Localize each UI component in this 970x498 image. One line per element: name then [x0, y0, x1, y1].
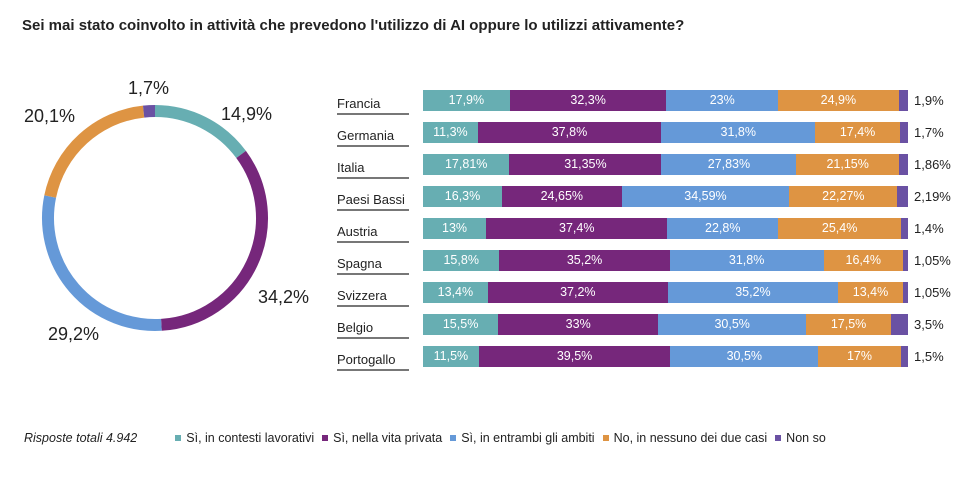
legend-label: Non so	[786, 431, 826, 445]
bar-segment: 17,4%	[815, 122, 900, 143]
bar-segment: 33%	[498, 314, 659, 335]
legend-item: Non so	[775, 431, 826, 445]
country-label: Germania	[337, 128, 409, 147]
legend-item: Sì, nella vita privata	[322, 431, 442, 445]
bar-value-label: 3,5%	[914, 317, 944, 332]
legend-swatch	[450, 435, 457, 441]
bar-segment: 31,8%	[661, 122, 816, 143]
bar-value-label: 1,86%	[914, 157, 951, 172]
chart-title: Sei mai stato coinvolto in attività che …	[22, 17, 685, 34]
donut-slice	[161, 150, 268, 331]
bar-segment: 24,9%	[778, 90, 899, 111]
legend-item: No, in nessuno dei due casi	[602, 431, 768, 445]
bar-segment: 13%	[423, 218, 487, 239]
bar-segment: 17,81%	[423, 154, 510, 175]
country-label: Paesi Bassi	[337, 192, 409, 211]
bar-segment	[891, 314, 908, 335]
bar-segment	[901, 218, 908, 239]
donut-label: 34,2%	[258, 287, 310, 307]
bar-value-label: 1,5%	[914, 349, 944, 364]
bar-segment: 25,4%	[778, 218, 902, 239]
bar-value-label: 1,9%	[914, 93, 944, 108]
bar-segment: 22,8%	[667, 218, 779, 239]
bar-segment: 24,65%	[502, 186, 622, 207]
bar-value-label: 1,05%	[914, 285, 951, 300]
bar-segment: 34,59%	[621, 186, 790, 207]
bar-segment: 11,5%	[423, 346, 479, 367]
country-label: Austria	[337, 224, 409, 243]
bar-segment: 11,3%	[423, 122, 478, 143]
legend-label: Sì, in entrambi gli ambiti	[461, 431, 595, 445]
bar-segment: 35,2%	[499, 250, 670, 271]
bar-segment: 37,4%	[486, 218, 668, 239]
legend-swatch	[175, 435, 182, 441]
bar-segment	[902, 282, 908, 303]
bar-value-label: 1,05%	[914, 253, 951, 268]
legend-label: Sì, in contesti lavorativi	[186, 431, 315, 445]
bar-segment: 13,4%	[838, 282, 903, 303]
bar-segment: 15,8%	[423, 250, 500, 271]
bar-segment: 39,5%	[478, 346, 671, 367]
donut-label: 29,2%	[48, 324, 100, 344]
bar-segment: 23%	[666, 90, 779, 111]
bar-segment: 17,9%	[423, 90, 510, 111]
bar-segment	[902, 250, 908, 271]
bar-segment: 27,83%	[661, 154, 797, 175]
legend-swatch	[775, 435, 782, 441]
bar-segment: 13,4%	[423, 282, 488, 303]
bar-segment: 17%	[818, 346, 901, 367]
bar-segment: 22,27%	[789, 186, 898, 207]
legend-swatch	[322, 435, 329, 441]
legend-label: Sì, nella vita privata	[333, 431, 443, 445]
legend-label: No, in nessuno dei due casi	[613, 431, 768, 445]
country-label: Belgio	[337, 320, 409, 339]
bar-segment: 16,3%	[423, 186, 503, 207]
bar-segment	[898, 154, 908, 175]
bar-segment: 35,2%	[667, 282, 839, 303]
bar-segment	[899, 122, 908, 143]
country-label: Italia	[337, 160, 409, 179]
legend-item: Sì, in contesti lavorativi	[175, 431, 314, 445]
total-responses: Risposte totali 4.942	[24, 431, 138, 445]
donut-slice	[42, 195, 162, 331]
bar-segment: 31,35%	[509, 154, 662, 175]
bar-segment: 15,5%	[423, 314, 499, 335]
donut-label: 1,7%	[128, 78, 170, 98]
bar-segment: 17,5%	[806, 314, 892, 335]
bar-segment: 32,3%	[509, 90, 667, 111]
donut-chart	[42, 105, 268, 331]
bar-segment	[900, 346, 908, 367]
legend: Risposte totali 4.942 Sì, in contesti la…	[24, 431, 834, 445]
donut-slice	[142, 105, 156, 118]
bar-segment: 37,2%	[487, 282, 668, 303]
bar-segment	[897, 186, 908, 207]
bar-segment	[898, 90, 908, 111]
bar-value-label: 1,7%	[914, 125, 944, 140]
bar-segment: 37,8%	[477, 122, 662, 143]
bar-value-label: 2,19%	[914, 189, 951, 204]
bar-segment: 31,8%	[669, 250, 824, 271]
legend-item: Sì, in entrambi gli ambiti	[450, 431, 595, 445]
bar-segment: 30,5%	[670, 346, 819, 367]
donut-label: 14,9%	[221, 104, 273, 124]
country-label: Svizzera	[337, 288, 409, 307]
country-label: Francia	[337, 96, 409, 115]
bar-segment: 21,15%	[796, 154, 899, 175]
bar-segment: 30,5%	[658, 314, 807, 335]
country-label: Spagna	[337, 256, 409, 275]
bar-segment: 16,4%	[823, 250, 903, 271]
country-label: Portogallo	[337, 352, 409, 371]
legend-swatch	[602, 435, 609, 441]
donut-label: 20,1%	[24, 106, 76, 126]
donut-slice	[154, 105, 246, 159]
bar-value-label: 1,4%	[914, 221, 944, 236]
donut-slice	[44, 105, 145, 198]
